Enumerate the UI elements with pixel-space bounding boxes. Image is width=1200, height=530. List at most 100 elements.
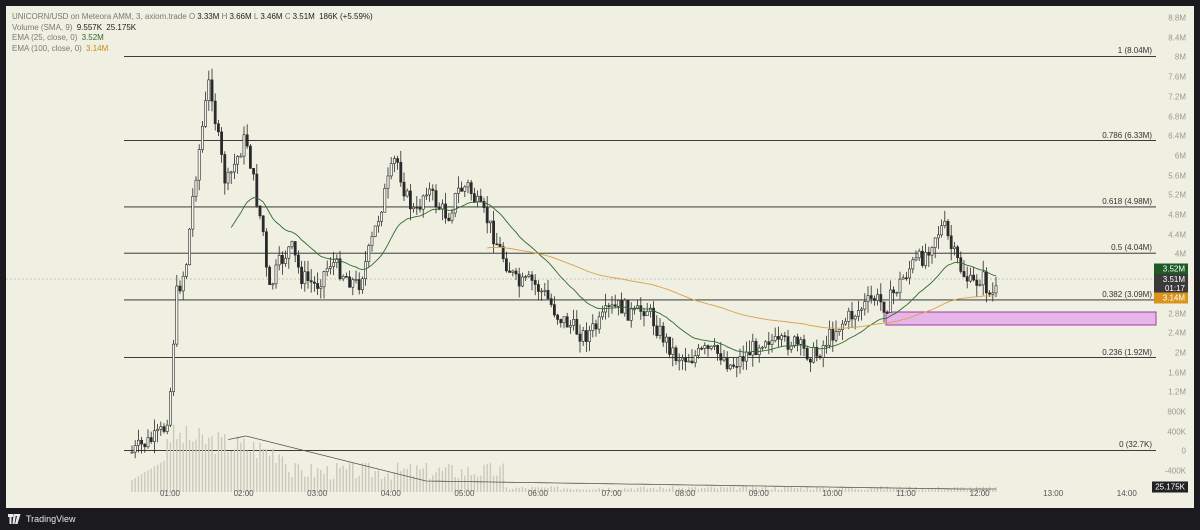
candle-body — [226, 171, 230, 184]
candle-body — [687, 360, 691, 363]
price-chart-svg[interactable] — [6, 6, 1194, 508]
candle-body — [524, 276, 528, 278]
candle-body — [706, 345, 710, 349]
price-axis-tick: -400K — [1164, 466, 1186, 476]
candle-body — [149, 437, 153, 442]
candle-body — [860, 308, 864, 311]
candle-body — [169, 391, 172, 426]
legend-ema100-row[interactable]: EMA (100, close, 0) 3.14M — [12, 44, 373, 55]
candle-body — [383, 188, 387, 213]
price-axis-tick: 2.4M — [1168, 328, 1186, 338]
candle-body — [159, 426, 163, 430]
candle-body — [805, 348, 809, 360]
candle-body — [744, 351, 748, 362]
candle-body — [332, 262, 336, 267]
candle-body — [191, 196, 195, 230]
candle-body — [668, 336, 672, 355]
candle-body — [943, 221, 947, 226]
candle-body — [741, 356, 745, 362]
candle-body — [527, 274, 531, 277]
chart-area[interactable]: UNICORN/USD on Meteora AMM, 3, axiom.tra… — [6, 6, 1194, 508]
candle-body — [629, 308, 633, 321]
candle-body — [511, 270, 515, 273]
candle-body — [415, 206, 419, 209]
candle-body — [380, 211, 384, 222]
time-axis-tick: 06:00 — [527, 489, 549, 498]
candle-body — [233, 163, 236, 173]
candle-body — [984, 271, 988, 294]
fib-label: 0.5 (4.04M) — [1111, 243, 1152, 253]
candle-body — [623, 299, 627, 314]
candle-body — [959, 257, 963, 272]
candle-body — [261, 215, 265, 233]
price-axis-tick: 5.6M — [1168, 171, 1186, 181]
legend-volume-row[interactable]: Volume (SMA, 9) 9.557K 25.175K — [12, 23, 373, 34]
candle-body — [344, 276, 348, 278]
candle-body — [354, 279, 358, 281]
candle-body — [578, 333, 582, 342]
candle-body — [143, 443, 147, 448]
candle-body — [290, 241, 294, 248]
candle-body — [767, 341, 771, 345]
candle-body — [946, 221, 950, 237]
symbol-title[interactable]: UNICORN/USD on Meteora AMM, 3, axiom.tra… — [12, 12, 187, 21]
candle-body — [965, 276, 969, 282]
low-value: 3.46M — [260, 12, 283, 21]
candle-body — [575, 319, 579, 335]
price-axis-tick: 1.6M — [1168, 368, 1186, 378]
candle-body — [392, 158, 396, 164]
candle-body — [444, 203, 448, 219]
footer-bar: TradingView — [0, 510, 1200, 530]
candle-body — [268, 266, 272, 285]
candle-body — [536, 284, 540, 292]
price-axis-tick: 8M — [1174, 52, 1186, 62]
candle-body — [428, 188, 432, 196]
candle-body — [626, 299, 630, 321]
high-value: 3.66M — [229, 12, 252, 21]
candle-body — [879, 294, 883, 303]
candle-body — [773, 336, 777, 341]
candle-body — [367, 245, 371, 263]
time-axis-tick: 03:00 — [307, 489, 328, 498]
candle-body — [264, 231, 268, 268]
candle-body — [252, 168, 256, 175]
candle-body — [431, 188, 435, 191]
candle-body — [140, 439, 144, 445]
tradingview-label: TradingView — [26, 514, 76, 524]
candle-body — [972, 274, 976, 281]
candle-body — [146, 437, 150, 448]
fib-label: 0 (32.7K) — [1119, 440, 1152, 450]
ema100-value: 3.14M — [86, 43, 109, 53]
candle-body — [677, 359, 681, 362]
candle-body — [709, 345, 713, 349]
candle-body — [799, 339, 803, 345]
demand-zone — [885, 311, 1157, 326]
candle-body — [277, 255, 281, 266]
candle-body — [684, 357, 688, 363]
fib-label: 1 (8.04M) — [1117, 46, 1152, 56]
candle-body — [172, 343, 176, 392]
candle-body — [658, 325, 662, 336]
candle-body — [338, 258, 342, 280]
tradingview-brand[interactable]: TradingView — [8, 514, 76, 524]
candle-body — [348, 276, 352, 288]
fib-label: 0.618 (4.98M) — [1102, 196, 1152, 206]
candle-body — [322, 271, 326, 288]
candle-body — [364, 261, 368, 280]
candle-body — [424, 194, 428, 197]
candle-body — [796, 336, 800, 345]
candle-body — [319, 286, 323, 289]
ema100-label: EMA (100, close, 0) — [12, 43, 82, 53]
candle-body — [725, 357, 729, 370]
candle-body — [988, 292, 992, 295]
legend-ema25-row[interactable]: EMA (25, close, 0) 3.52M — [12, 33, 373, 44]
candle-body — [300, 266, 304, 285]
volume-sma-line — [227, 435, 996, 490]
candle-body — [229, 171, 233, 174]
candle-body — [328, 266, 332, 269]
candle-body — [360, 278, 364, 291]
candle-body — [591, 323, 595, 331]
candle-body — [584, 330, 588, 342]
fib-label: 0.786 (6.33M) — [1102, 130, 1152, 140]
